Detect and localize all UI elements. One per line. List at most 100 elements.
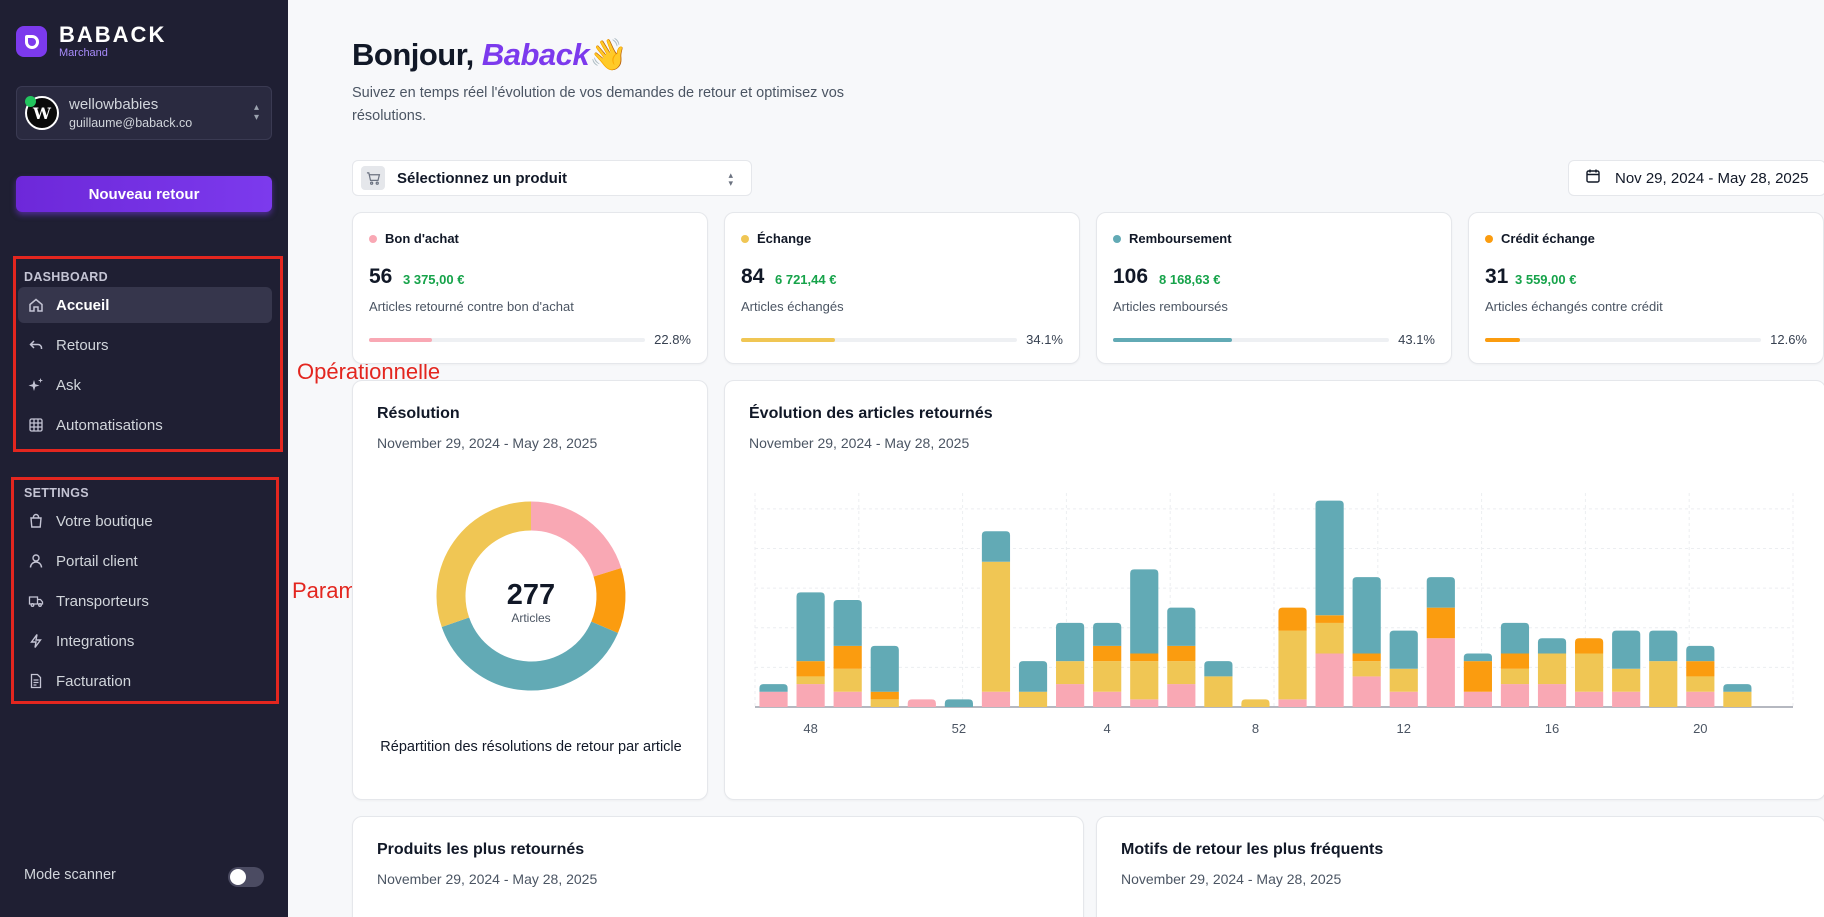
bar-segment-week-5-crédit-échange[interactable] xyxy=(1130,653,1159,662)
bar-segment-week-10-crédit-échange[interactable] xyxy=(1315,615,1344,623)
sidebar-item-transporteurs[interactable]: Transporteurs xyxy=(18,583,272,619)
bar-segment-week-3-échange[interactable] xyxy=(1056,661,1085,685)
bar-segment-week-9-échange[interactable] xyxy=(1278,630,1307,700)
bar-segment-week-16-bon-d-achat[interactable] xyxy=(1537,684,1567,707)
bar-segment-week-10-bon-d-achat[interactable] xyxy=(1315,653,1344,708)
bar-segment-week-12-échange[interactable] xyxy=(1389,668,1418,692)
bar-segment-week-5-remboursement[interactable] xyxy=(1130,569,1159,654)
bar-segment-week-49-bon-d-achat[interactable] xyxy=(833,691,862,707)
bar-segment-week-1-remboursement[interactable] xyxy=(981,531,1011,562)
bar-segment-week-49-crédit-échange[interactable] xyxy=(833,645,862,669)
bar-segment-week-15-bon-d-achat[interactable] xyxy=(1500,684,1530,707)
bar-segment-week-2-échange[interactable] xyxy=(1018,691,1048,707)
donut-slice-crédit-échange[interactable] xyxy=(591,568,626,634)
bar-segment-week-6-remboursement[interactable] xyxy=(1167,607,1196,646)
bar-segment-week-11-crédit-échange[interactable] xyxy=(1352,653,1381,662)
bar-segment-week-10-remboursement[interactable] xyxy=(1315,500,1344,616)
bar-segment-week-9-crédit-échange[interactable] xyxy=(1278,607,1307,631)
date-range-picker[interactable]: Nov 29, 2024 - May 28, 2025 xyxy=(1568,160,1824,196)
account-switcher[interactable]: W wellowbabies guillaume@baback.co ▴ ▾ xyxy=(16,86,272,140)
bar-segment-week-17-échange[interactable] xyxy=(1575,653,1604,692)
sidebar-item-integrations[interactable]: Integrations xyxy=(18,623,272,659)
bar-segment-week-4-crédit-échange[interactable] xyxy=(1093,645,1122,662)
product-select[interactable]: Sélectionnez un produit ▴ ▾ xyxy=(352,160,752,196)
bar-segment-week-15-crédit-échange[interactable] xyxy=(1500,653,1530,669)
donut-slice-remboursement[interactable] xyxy=(441,617,618,691)
bar-segment-week-12-remboursement[interactable] xyxy=(1389,630,1418,669)
donut-slice-bon-d-achat[interactable] xyxy=(530,501,622,578)
bar-segment-week-7-remboursement[interactable] xyxy=(1204,661,1233,677)
bar-segment-week-47-remboursement[interactable] xyxy=(759,684,788,692)
mode-scanner-toggle[interactable] xyxy=(228,867,264,887)
bar-segment-week-52-remboursement[interactable] xyxy=(944,699,973,707)
bar-segment-week-6-échange[interactable] xyxy=(1167,661,1196,685)
new-return-button[interactable]: Nouveau retour xyxy=(16,176,272,212)
bar-segment-week-20-échange[interactable] xyxy=(1686,676,1715,692)
bar-segment-week-48-remboursement[interactable] xyxy=(796,592,825,662)
bar-segment-week-48-crédit-échange[interactable] xyxy=(796,661,825,677)
bar-segment-week-13-bon-d-achat[interactable] xyxy=(1426,638,1455,707)
bar-segment-week-13-crédit-échange[interactable] xyxy=(1426,607,1455,639)
bar-segment-week-51-bon-d-achat[interactable] xyxy=(907,699,936,707)
bar-segment-week-11-échange[interactable] xyxy=(1352,661,1381,677)
bar-segment-week-19-remboursement[interactable] xyxy=(1649,630,1678,662)
bar-segment-week-5-bon-d-achat[interactable] xyxy=(1130,699,1159,707)
bar-segment-week-20-remboursement[interactable] xyxy=(1686,645,1715,662)
bar-segment-week-6-crédit-échange[interactable] xyxy=(1167,645,1196,662)
bar-segment-week-9-bon-d-achat[interactable] xyxy=(1278,699,1307,707)
bar-segment-week-17-bon-d-achat[interactable] xyxy=(1575,691,1604,707)
bar-segment-week-5-échange[interactable] xyxy=(1130,661,1159,700)
sidebar-item-portail-client[interactable]: Portail client xyxy=(18,543,272,579)
bar-segment-week-14-crédit-échange[interactable] xyxy=(1463,661,1492,692)
bar-segment-week-7-échange[interactable] xyxy=(1204,676,1233,707)
bar-segment-week-49-remboursement[interactable] xyxy=(833,600,862,646)
bar-segment-week-12-bon-d-achat[interactable] xyxy=(1389,691,1418,707)
bar-segment-week-14-bon-d-achat[interactable] xyxy=(1463,691,1492,707)
bar-segment-week-20-crédit-échange[interactable] xyxy=(1686,661,1715,677)
bar-segment-week-3-remboursement[interactable] xyxy=(1056,622,1085,662)
bar-segment-week-18-remboursement[interactable] xyxy=(1612,630,1641,669)
bar-segment-week-1-échange[interactable] xyxy=(981,561,1011,692)
bar-segment-week-13-remboursement[interactable] xyxy=(1426,577,1455,608)
bar-segment-week-48-échange[interactable] xyxy=(796,676,825,685)
bar-segment-week-11-remboursement[interactable] xyxy=(1352,577,1381,654)
bar-segment-week-47-bon-d-achat[interactable] xyxy=(759,691,788,707)
bar-segment-week-18-bon-d-achat[interactable] xyxy=(1612,691,1641,707)
donut-slice-échange[interactable] xyxy=(436,501,532,628)
sidebar-item-facturation[interactable]: Facturation xyxy=(18,663,272,699)
bar-segment-week-19-échange[interactable] xyxy=(1649,661,1678,707)
bar-segment-week-48-bon-d-achat[interactable] xyxy=(796,684,825,707)
bar-segment-week-50-échange[interactable] xyxy=(870,699,899,707)
bar-segment-week-16-échange[interactable] xyxy=(1537,653,1567,685)
bar-segment-week-17-crédit-échange[interactable] xyxy=(1575,638,1604,654)
bar-segment-week-2-remboursement[interactable] xyxy=(1018,661,1048,692)
sidebar-item-votre-boutique[interactable]: Votre boutique xyxy=(18,503,272,539)
sidebar-item-automatisations[interactable]: Automatisations xyxy=(18,407,272,443)
bar-segment-week-20-bon-d-achat[interactable] xyxy=(1686,691,1715,707)
bar-segment-week-4-bon-d-achat[interactable] xyxy=(1093,691,1122,707)
sidebar-item-ask[interactable]: Ask xyxy=(18,367,272,403)
brand-logo[interactable]: BABACK Marchand xyxy=(16,24,166,59)
bar-segment-week-21-remboursement[interactable] xyxy=(1723,684,1752,692)
bar-segment-week-4-remboursement[interactable] xyxy=(1093,622,1122,646)
bar-segment-week-10-échange[interactable] xyxy=(1315,622,1344,654)
home-icon xyxy=(28,297,44,313)
bar-segment-week-15-échange[interactable] xyxy=(1500,668,1530,685)
bar-segment-week-14-remboursement[interactable] xyxy=(1463,653,1492,662)
bar-segment-week-21-échange[interactable] xyxy=(1723,691,1752,707)
sidebar-item-retours[interactable]: Retours xyxy=(18,327,272,363)
bar-segment-week-18-échange[interactable] xyxy=(1612,668,1641,692)
bar-segment-week-4-échange[interactable] xyxy=(1093,661,1122,692)
bar-segment-week-1-bon-d-achat[interactable] xyxy=(981,691,1011,707)
bar-segment-week-8-échange[interactable] xyxy=(1241,699,1270,707)
bar-segment-week-50-remboursement[interactable] xyxy=(870,645,899,692)
bar-segment-week-50-crédit-échange[interactable] xyxy=(870,691,899,700)
status-dot xyxy=(369,234,377,243)
bar-segment-week-15-remboursement[interactable] xyxy=(1500,622,1530,654)
bar-segment-week-11-bon-d-achat[interactable] xyxy=(1352,676,1381,707)
bar-segment-week-16-remboursement[interactable] xyxy=(1537,638,1567,654)
bar-segment-week-3-bon-d-achat[interactable] xyxy=(1056,684,1085,707)
bar-segment-week-49-échange[interactable] xyxy=(833,668,862,692)
sidebar-item-accueil[interactable]: Accueil xyxy=(18,287,272,323)
bar-segment-week-6-bon-d-achat[interactable] xyxy=(1167,684,1196,707)
